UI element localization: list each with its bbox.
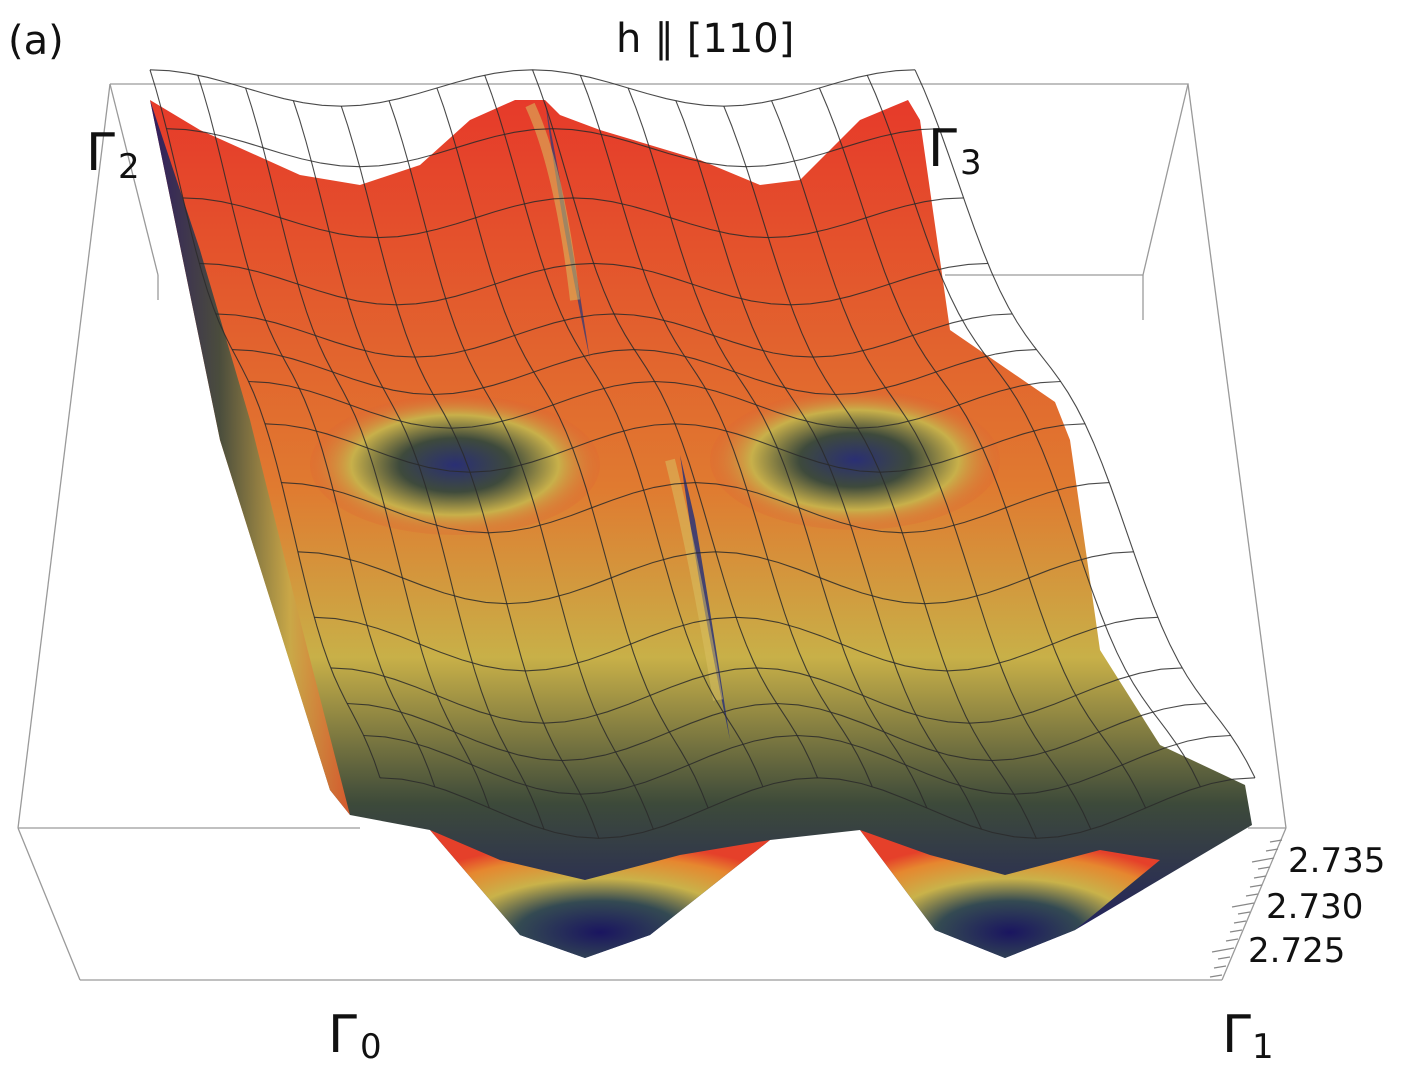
mesh-col-line	[197, 75, 436, 787]
z-minor-tick	[1269, 839, 1283, 843]
mesh-col-line	[340, 106, 600, 839]
mesh-col-line	[245, 87, 490, 809]
z-axis: 2.735 2.730 2.725	[1209, 839, 1385, 978]
z-minor-tick	[1213, 965, 1227, 969]
svg-text:Γ: Γ	[928, 119, 957, 179]
z-minor-tick	[1225, 938, 1239, 942]
z-tick-label: 2.725	[1248, 931, 1345, 971]
z-tick-marks	[1209, 839, 1283, 978]
corner-label-g0: Γ 0	[328, 1005, 382, 1067]
mesh-col-line	[627, 87, 928, 809]
mesh-col-line	[149, 69, 381, 778]
svg-text:3: 3	[960, 143, 982, 183]
mesh-col-line	[531, 69, 819, 779]
svg-text:Γ: Γ	[328, 1005, 357, 1065]
corner-label-g3: Γ 3	[928, 119, 982, 183]
svg-text:2: 2	[118, 147, 140, 187]
mesh-col-line	[866, 74, 1201, 787]
corner-label-g1: Γ 1	[1222, 1005, 1274, 1067]
z-minor-tick	[1257, 866, 1271, 870]
z-minor-tick	[1233, 920, 1247, 924]
z-tick-label: 2.735	[1288, 841, 1385, 881]
svg-text:Γ: Γ	[1222, 1005, 1251, 1065]
energy-surface	[149, 69, 1256, 958]
mesh-col-line	[484, 75, 764, 787]
z-major-tick	[1231, 902, 1255, 908]
plot-title: h ∥ [110]	[616, 16, 794, 62]
z-minor-tick	[1217, 956, 1231, 960]
mesh-col-line	[292, 100, 545, 830]
z-major-tick	[1211, 947, 1235, 953]
z-tick-label: 2.730	[1266, 887, 1363, 927]
surface-mesh	[149, 69, 1256, 839]
svg-text:1: 1	[1252, 1027, 1274, 1066]
svg-text:Γ: Γ	[86, 123, 115, 183]
mesh-col-line	[723, 105, 1037, 839]
mesh-col-line	[436, 87, 709, 809]
z-minor-tick	[1249, 884, 1263, 888]
panel-label: (a)	[8, 18, 64, 64]
z-minor-tick	[1229, 929, 1243, 933]
mesh-col-line	[818, 87, 1147, 809]
svg-text:0: 0	[360, 1027, 382, 1066]
mesh-col-line	[771, 100, 1092, 830]
bounding-box	[17, 83, 1287, 981]
z-minor-tick	[1209, 974, 1223, 978]
mesh-col-line	[914, 69, 1256, 779]
z-minor-tick	[1253, 875, 1267, 879]
z-minor-tick	[1245, 893, 1259, 897]
mesh-col-line	[388, 100, 654, 830]
z-minor-tick	[1265, 848, 1279, 852]
corner-label-g2: Γ 2	[86, 123, 140, 187]
mesh-col-line	[675, 100, 983, 830]
z-minor-tick	[1237, 911, 1251, 915]
mesh-col-line	[579, 75, 873, 787]
z-major-tick	[1251, 857, 1275, 863]
